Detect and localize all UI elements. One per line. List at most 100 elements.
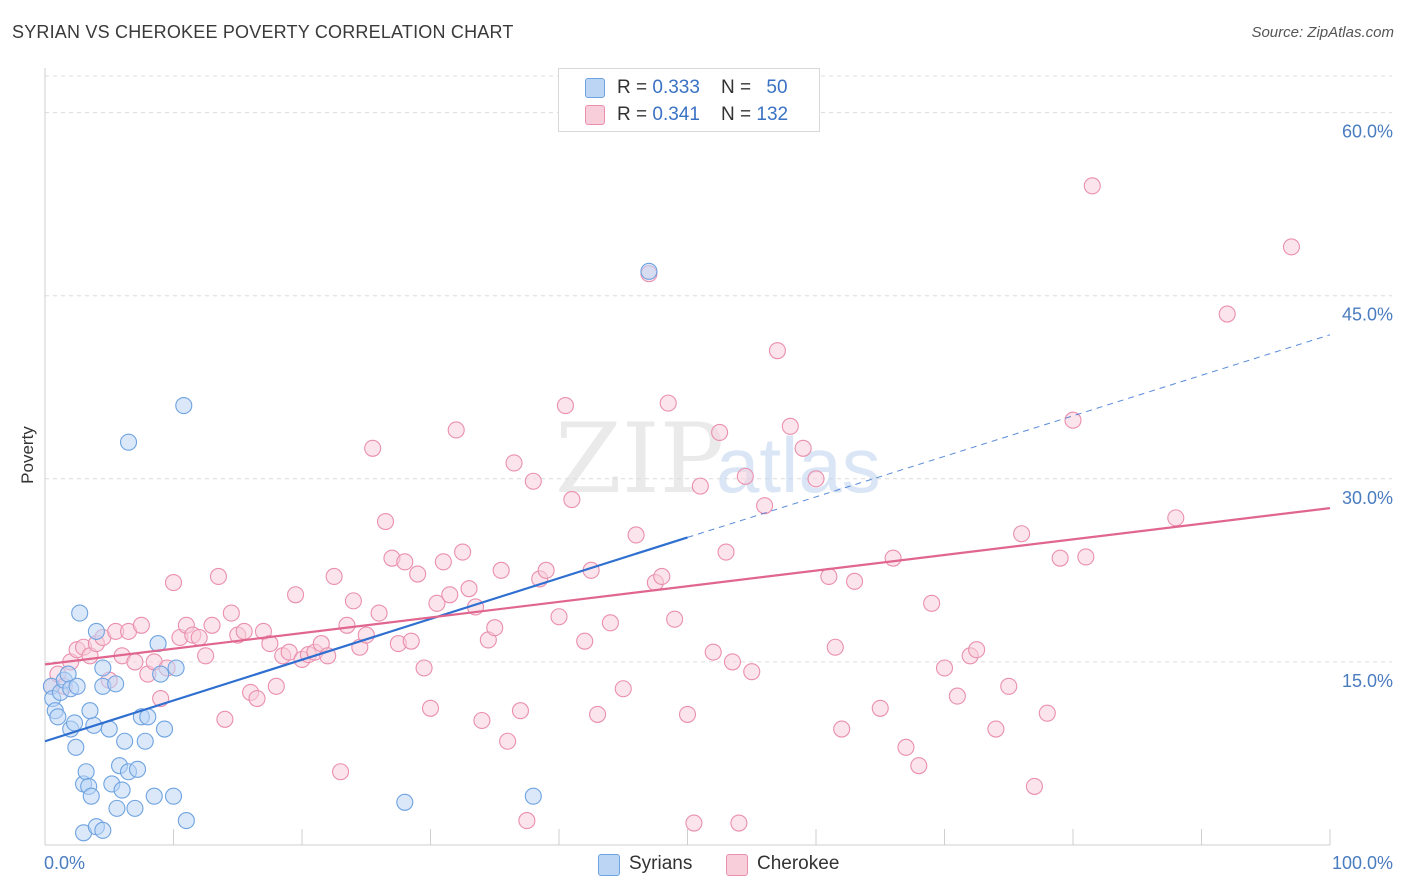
- legend-stats-syrians: R = 0.333 N = 50: [617, 77, 788, 99]
- point-cherokee: [588, 705, 607, 723]
- point-cherokee: [576, 632, 594, 650]
- point-cherokee: [267, 677, 285, 695]
- point-cherokee: [396, 553, 414, 571]
- point-cherokee: [511, 702, 530, 720]
- legend-stats-cherokee: R = 0.341 N = 132: [617, 104, 788, 126]
- point-cherokee: [454, 543, 472, 561]
- point-syrians: [82, 787, 100, 805]
- point-cherokee: [717, 543, 735, 561]
- point-cherokee: [235, 622, 253, 640]
- point-cherokee: [563, 491, 581, 509]
- point-cherokee: [968, 641, 986, 659]
- point-cherokee: [441, 586, 459, 604]
- x-tick-label-left: 0.0%: [44, 853, 85, 873]
- n-value: 132: [756, 104, 789, 125]
- r-label: R =: [617, 77, 653, 98]
- point-cherokee: [537, 561, 555, 579]
- point-cherokee: [987, 720, 1005, 738]
- y-tick-label: 45.0%: [1342, 305, 1393, 325]
- point-cherokee: [659, 394, 677, 412]
- point-syrians: [164, 787, 183, 805]
- point-cherokee: [948, 687, 966, 705]
- point-syrians: [49, 708, 67, 726]
- point-cherokee: [711, 423, 729, 441]
- point-cherokee: [923, 594, 941, 612]
- point-cherokee: [216, 710, 234, 728]
- point-cherokee: [434, 553, 452, 571]
- point-syrians: [66, 714, 84, 732]
- point-syrians: [126, 799, 144, 817]
- point-syrians: [67, 738, 85, 756]
- point-cherokee: [331, 763, 350, 781]
- point-cherokee: [197, 647, 215, 665]
- point-cherokee: [447, 421, 465, 439]
- watermark-atlas: atlas: [716, 421, 881, 509]
- point-syrians: [640, 262, 658, 280]
- legend-swatch-syrians: [585, 78, 605, 98]
- point-cherokee: [743, 663, 761, 681]
- point-cherokee: [691, 477, 709, 495]
- point-cherokee: [666, 610, 684, 628]
- point-syrians: [396, 793, 414, 811]
- point-cherokee: [492, 561, 510, 579]
- point-cherokee: [1218, 305, 1236, 323]
- point-cherokee: [1038, 704, 1056, 722]
- point-syrians: [116, 732, 134, 750]
- point-cherokee: [473, 711, 491, 730]
- point-syrians: [167, 659, 185, 677]
- legend-swatch-cherokee: [726, 854, 748, 876]
- legend-swatch-syrians: [598, 854, 620, 876]
- point-cherokee: [736, 467, 754, 485]
- x-tick-label-right: 100.0%: [1332, 853, 1393, 873]
- point-cherokee: [518, 812, 536, 830]
- point-cherokee: [614, 680, 632, 698]
- watermark-zip: ZIP: [555, 403, 724, 515]
- y-tick-label: 30.0%: [1342, 488, 1393, 508]
- point-cherokee: [807, 470, 825, 488]
- point-cherokee: [1083, 177, 1101, 195]
- point-cherokee: [884, 549, 902, 567]
- n-value: 50: [766, 77, 788, 98]
- data-points: [42, 177, 1300, 842]
- point-cherokee: [364, 439, 382, 457]
- point-cherokee: [794, 439, 812, 457]
- point-cherokee: [248, 689, 266, 708]
- point-cherokee: [370, 604, 388, 622]
- point-cherokee: [524, 472, 542, 490]
- point-cherokee: [460, 580, 478, 598]
- point-cherokee: [601, 614, 619, 632]
- point-cherokee: [897, 738, 915, 756]
- point-syrians: [136, 732, 154, 750]
- trend-line-cherokee: [44, 507, 1331, 666]
- point-syrians: [107, 675, 125, 693]
- trend-line-syrians: [44, 536, 688, 743]
- n-label: N =: [721, 104, 757, 125]
- point-syrians: [94, 821, 112, 839]
- point-cherokee: [550, 608, 568, 626]
- point-cherokee: [409, 565, 427, 583]
- stats-legend: R = 0.333 N = 50 R = 0.341 N = 132: [558, 68, 820, 132]
- point-cherokee: [1000, 677, 1018, 695]
- point-cherokee: [704, 643, 722, 661]
- point-syrians: [175, 397, 193, 415]
- point-syrians: [119, 433, 138, 451]
- point-syrians: [155, 720, 174, 738]
- point-cherokee: [685, 814, 703, 832]
- point-cherokee: [499, 732, 517, 750]
- legend-swatch-cherokee: [585, 105, 605, 125]
- axis-labels: 15.0% 30.0% 45.0% 60.0% 0.0% 100.0% Poverty: [18, 122, 1393, 873]
- point-cherokee: [1064, 411, 1082, 429]
- point-cherokee: [678, 705, 697, 723]
- point-syrians: [94, 659, 112, 677]
- point-cherokee: [756, 497, 774, 515]
- chart-title: SYRIAN VS CHEROKEE POVERTY CORRELATION C…: [12, 22, 514, 42]
- grid-lines: [45, 75, 1392, 663]
- point-cherokee: [287, 586, 305, 604]
- point-cherokee: [222, 604, 240, 622]
- point-cherokee: [209, 567, 228, 586]
- point-cherokee: [556, 397, 574, 415]
- source-label: Source: ZipAtlas.com: [1251, 24, 1394, 41]
- point-cherokee: [132, 616, 150, 634]
- point-cherokee: [190, 628, 208, 647]
